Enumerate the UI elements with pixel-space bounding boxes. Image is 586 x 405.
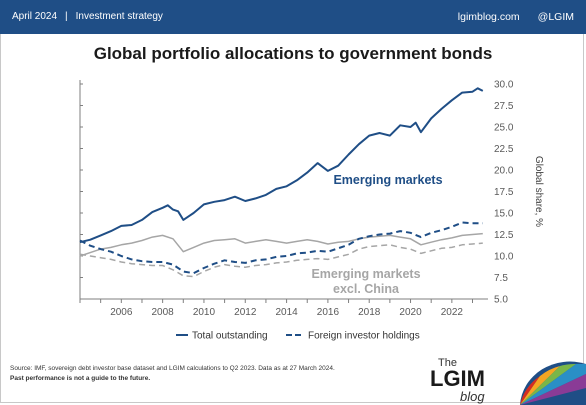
- disclaimer-text: Past performance is not a guide to the f…: [10, 375, 151, 382]
- logo-the: The: [438, 357, 457, 369]
- y-tick-label: 20.0: [494, 166, 514, 177]
- series-line-emerging-markets-foreign-investor-holdings: [79, 221, 483, 275]
- legend-label-foreign-investor-holdings: Foreign investor holdings: [308, 331, 420, 342]
- x-tick-label: 2008: [152, 307, 175, 318]
- x-tick-label: 2006: [110, 307, 133, 318]
- y-tick-label: 12.5: [494, 230, 514, 241]
- source-text: Source: IMF, sovereign debt investor bas…: [10, 365, 335, 372]
- source-note: Source: IMF, sovereign debt investor bas…: [10, 364, 370, 384]
- x-tick-label: 2012: [234, 307, 257, 318]
- y-tick-label: 5.0: [494, 295, 508, 306]
- umbrella-icon: [520, 361, 586, 405]
- x-tick-label: 2016: [317, 307, 340, 318]
- series-line-emerging-markets-excl-china-total-outstanding: [79, 232, 483, 257]
- y-tick-label: 17.5: [494, 187, 514, 198]
- header-separator: |: [65, 11, 68, 22]
- y-tick-label: 25.0: [494, 123, 514, 134]
- x-tick-label: 2020: [399, 307, 422, 318]
- series-line-emerging-markets-total-outstanding: [79, 87, 484, 244]
- y-tick-label: 7.5: [494, 273, 508, 284]
- y-tick-label: 30.0: [494, 80, 514, 91]
- y-tick-label: 22.5: [494, 144, 514, 155]
- x-tick-label: 2010: [193, 307, 216, 318]
- lgim-blog-logo: The LGIM blog: [430, 357, 586, 405]
- twitter-handle-link[interactable]: @LGIM: [537, 11, 574, 23]
- x-tick-label: 2018: [358, 307, 381, 318]
- header-bar: April 2024 | Investment strategy lgimblog.…: [0, 0, 586, 34]
- logo-lgim: LGIM: [430, 366, 485, 391]
- annotation-em-excl-china-line2: excl. China: [333, 282, 400, 296]
- y-tick-label: 27.5: [494, 101, 514, 112]
- header-right: lgimblog.com @LGIM: [458, 11, 574, 23]
- series-line-emerging-markets-excl-china-foreign-investor-holdings: [79, 242, 483, 278]
- header-left: April 2024 | Investment strategy: [12, 11, 163, 22]
- legend-label-total-outstanding: Total outstanding: [192, 331, 268, 342]
- annotation-emerging-markets: Emerging markets: [333, 173, 442, 187]
- x-tick-label: 2022: [441, 307, 464, 318]
- chart-title: Global portfolio allocations to governme…: [93, 44, 493, 63]
- y-tick-label: 15.0: [494, 209, 514, 220]
- y-axis-label: Global share, %: [533, 156, 544, 227]
- header-section[interactable]: Investment strategy: [75, 11, 163, 22]
- annotation-em-excl-china-line1: Emerging markets: [311, 267, 420, 281]
- header-date: April 2024: [12, 11, 58, 22]
- site-link[interactable]: lgimblog.com: [457, 11, 520, 23]
- y-tick-label: 10.0: [494, 252, 514, 263]
- logo-blog: blog: [460, 389, 485, 404]
- x-tick-label: 2014: [275, 307, 298, 318]
